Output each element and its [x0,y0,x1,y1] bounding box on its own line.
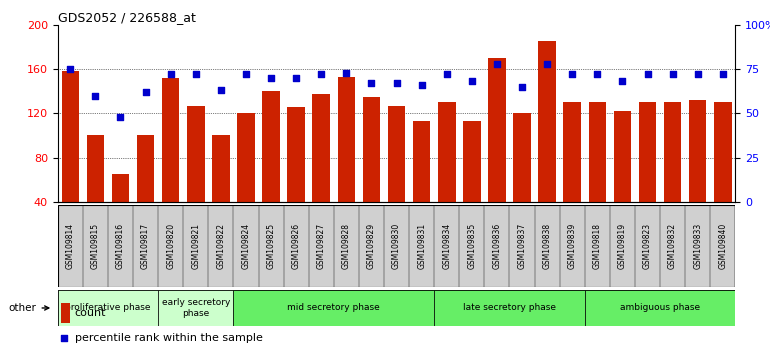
Bar [86,135,104,202]
Text: other: other [8,303,49,313]
Point [566,72,578,77]
Bar [614,111,631,202]
Text: GSM109816: GSM109816 [116,223,125,269]
Point [591,72,604,77]
Text: GSM109826: GSM109826 [292,223,300,269]
Bar [564,102,581,202]
Bar [413,121,430,202]
Text: late secretory phase: late secretory phase [463,303,556,313]
Bar [388,105,405,202]
Bar [584,290,735,326]
Point [541,61,554,67]
Text: GSM109814: GSM109814 [65,223,75,269]
Bar [639,102,656,202]
Text: proliferative phase: proliferative phase [65,303,151,313]
Point [440,72,453,77]
Text: GSM109825: GSM109825 [266,223,276,269]
Text: GSM109839: GSM109839 [567,223,577,269]
Text: early secretory
phase: early secretory phase [162,298,230,318]
Text: ambiguous phase: ambiguous phase [620,303,700,313]
Point [215,87,227,93]
Point [490,61,503,67]
Point [365,80,377,86]
Bar [237,113,255,202]
Bar [137,135,154,202]
Point [667,72,679,77]
Bar [488,58,506,202]
Text: GSM109834: GSM109834 [442,223,451,269]
Text: GSM109832: GSM109832 [668,223,677,269]
Point [276,179,289,184]
Bar [233,290,434,326]
Bar [287,107,305,202]
Bar [434,290,584,326]
Text: GSM109822: GSM109822 [216,223,226,269]
Bar [62,71,79,202]
Point [691,72,704,77]
Bar [187,105,205,202]
Text: GSM109823: GSM109823 [643,223,652,269]
Text: GSM109820: GSM109820 [166,223,176,269]
Bar [363,97,380,202]
Point [239,72,252,77]
Point [641,72,654,77]
Bar [313,95,330,202]
Text: GSM109830: GSM109830 [392,223,401,269]
Text: GSM109821: GSM109821 [191,223,200,269]
Bar [61,303,69,323]
Text: GSM109840: GSM109840 [718,223,728,269]
Point [416,82,428,88]
Point [165,72,177,77]
Point [516,84,528,90]
Bar [337,77,355,202]
Bar [463,121,480,202]
Text: GDS2052 / 226588_at: GDS2052 / 226588_at [58,11,196,24]
Point [616,79,628,84]
Bar [263,91,280,202]
Bar [158,290,233,326]
Bar [112,174,129,202]
Point [265,75,277,81]
Text: count: count [75,308,106,318]
Point [717,72,729,77]
Point [466,79,478,84]
Text: GSM109835: GSM109835 [467,223,477,269]
Point [290,75,303,81]
Text: GSM109828: GSM109828 [342,223,351,269]
Bar [714,102,732,202]
Bar [538,41,556,202]
Bar [212,135,229,202]
Point [390,80,403,86]
Point [189,72,202,77]
Bar [588,102,606,202]
Text: GSM109824: GSM109824 [242,223,250,269]
Text: GSM109818: GSM109818 [593,223,602,269]
Point [139,89,152,95]
Text: GSM109827: GSM109827 [316,223,326,269]
Point [89,93,102,98]
Point [315,72,327,77]
Bar [514,113,531,202]
Bar [689,100,707,202]
Text: GSM109829: GSM109829 [367,223,376,269]
Text: GSM109837: GSM109837 [517,223,527,269]
Text: GSM109819: GSM109819 [618,223,627,269]
Point [64,66,76,72]
Bar [664,102,681,202]
Bar [58,290,158,326]
Text: GSM109817: GSM109817 [141,223,150,269]
Point [340,70,353,75]
Text: percentile rank within the sample: percentile rank within the sample [75,333,263,343]
Text: GSM109815: GSM109815 [91,223,100,269]
Point [114,114,126,120]
Text: GSM109833: GSM109833 [693,223,702,269]
Text: GSM109831: GSM109831 [417,223,426,269]
Text: mid secretory phase: mid secretory phase [287,303,380,313]
Bar [162,78,179,202]
Bar [438,102,456,202]
Text: GSM109836: GSM109836 [493,223,501,269]
Text: GSM109838: GSM109838 [543,223,551,269]
